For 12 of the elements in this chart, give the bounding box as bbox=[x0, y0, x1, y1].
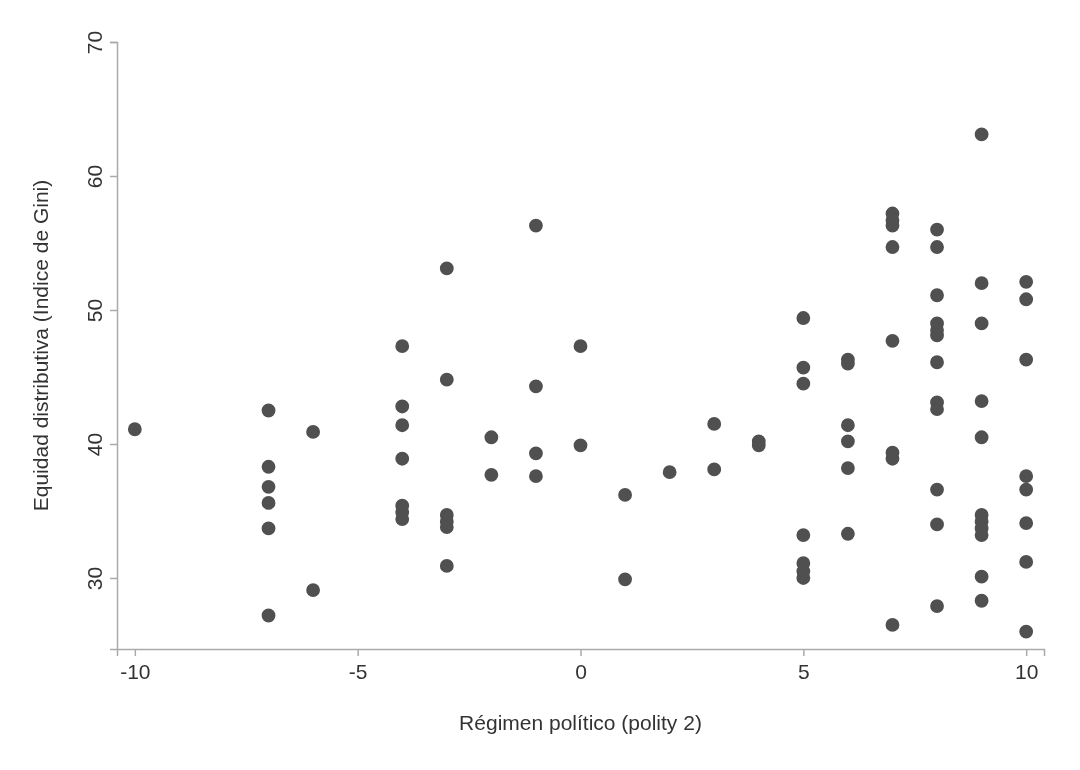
x-tick-label: 10 bbox=[1014, 659, 1039, 683]
x-tick-label: -5 bbox=[348, 659, 368, 683]
y-tick-label: 30 bbox=[83, 566, 107, 591]
x-tick-label: 5 bbox=[797, 659, 810, 683]
x-tick-label: -10 bbox=[120, 659, 151, 683]
x-axis-title: Régimen político (polity 2) bbox=[459, 711, 702, 734]
y-tick-label: 50 bbox=[83, 298, 107, 323]
y-tick-label: 60 bbox=[83, 164, 107, 189]
x-tick-label: 0 bbox=[575, 659, 587, 683]
y-axis-title: Equidad distributiva (Indice de Gini) bbox=[29, 179, 52, 512]
y-tick-label: 70 bbox=[83, 30, 107, 55]
y-tick-label: 40 bbox=[83, 432, 107, 457]
